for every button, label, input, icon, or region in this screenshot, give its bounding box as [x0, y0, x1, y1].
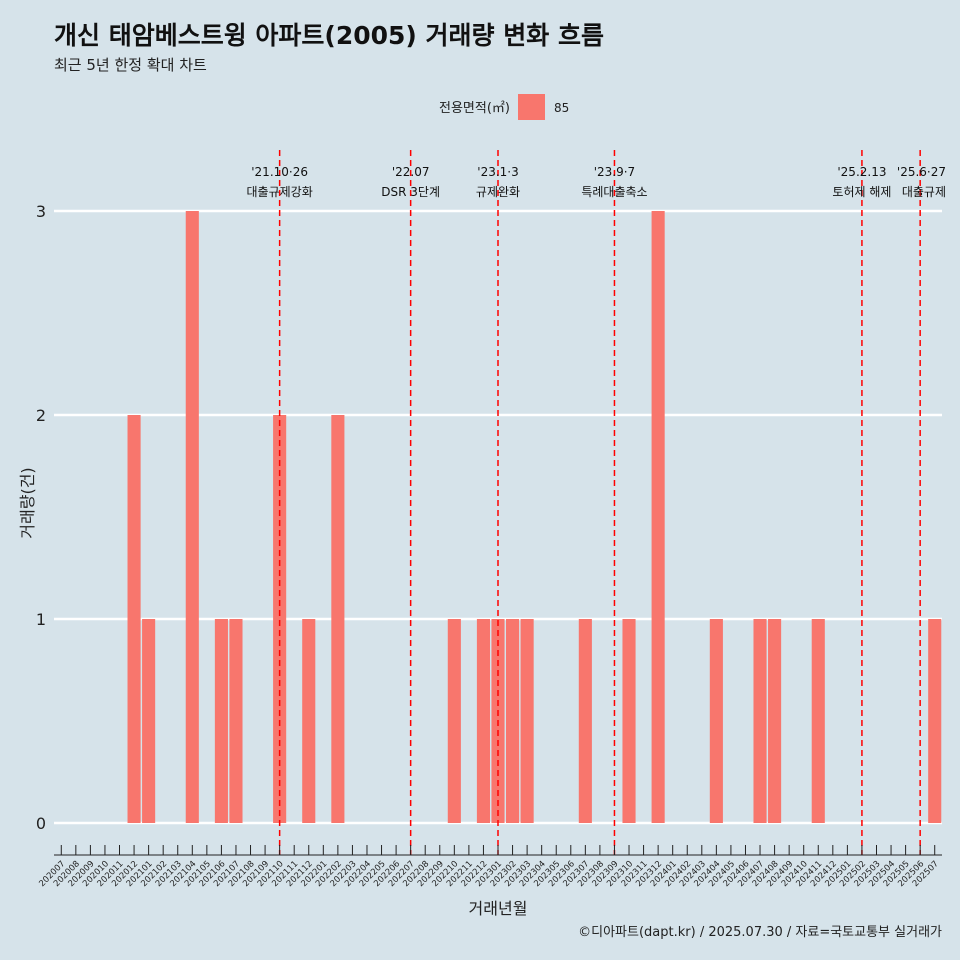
bar-202302 [506, 619, 520, 823]
x-axis: 2020072020082020092020102020112020122021… [37, 845, 942, 889]
bar-202106 [214, 619, 228, 823]
bar-202407 [753, 619, 767, 823]
bar-202404 [709, 619, 723, 823]
bars-layer [127, 211, 942, 823]
bar-202307 [578, 619, 592, 823]
event-label: 토허제 해제 [832, 185, 891, 199]
event-date-label: '22.07 [392, 165, 430, 179]
bar-202303 [520, 619, 534, 823]
bar-202212 [476, 619, 490, 823]
bar-202312 [651, 211, 665, 823]
event-date-label: '25.2.13 [837, 165, 886, 179]
chart-title: 개신 태암베스트윙 아파트(2005) 거래량 변화 흐름 [54, 21, 604, 50]
legend-label: 85 [554, 101, 569, 115]
bar-202411 [811, 619, 825, 823]
event-date-label: '23.9·7 [594, 165, 635, 179]
bar-202202 [331, 415, 345, 823]
y-tick-label: 2 [36, 406, 46, 425]
y-axis-label: 거래량(건) [18, 467, 37, 538]
x-axis-label: 거래년월 [469, 899, 528, 918]
event-label: 대출규제 [902, 185, 946, 199]
bar-202012 [127, 415, 141, 823]
event-date-label: '25.6·27 [897, 165, 946, 179]
bar-202107 [229, 619, 243, 823]
event-label: DSR 3단계 [381, 185, 440, 199]
caption: ©디아파트(dapt.kr) / 2025.07.30 / 자료=국토교통부 실… [578, 925, 942, 940]
bar-202310 [622, 619, 636, 823]
event-date-label: '23.1·3 [477, 165, 518, 179]
legend: 전용면적(㎡) 85 [439, 94, 569, 120]
chart-subtitle: 최근 5년 한정 확대 차트 [54, 56, 207, 74]
bar-202507 [928, 619, 942, 823]
legend-swatch [518, 94, 545, 120]
y-tick-label: 3 [36, 202, 46, 221]
event-label: 대출규제강화 [247, 185, 313, 199]
bar-202110 [273, 415, 287, 823]
event-label: 규제완화 [476, 185, 520, 199]
events-layer: '21.10·26 대출규제강화 '22.07 DSR 3단계 '23.1·3 규제완화 '… [247, 150, 946, 855]
event-date-label: '21.10·26 [251, 165, 308, 179]
event-label: 특례대출축소 [581, 185, 647, 199]
bar-202101 [142, 619, 156, 823]
legend-title: 전용면적(㎡) [439, 101, 510, 116]
bar-202104 [185, 211, 199, 823]
bar-202112 [302, 619, 316, 823]
y-tick-label: 0 [36, 814, 46, 833]
bar-202408 [768, 619, 782, 823]
bar-202210 [447, 619, 461, 823]
y-tick-label: 1 [36, 610, 46, 629]
